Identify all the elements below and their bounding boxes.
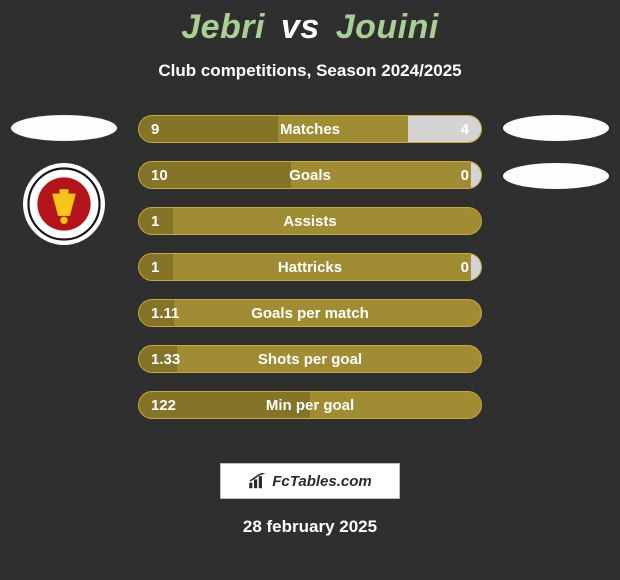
left-avatars [6,115,122,245]
right-avatars [498,115,614,189]
player2-avatar-placeholder [503,115,609,141]
stat-label: Matches [280,121,340,138]
branding-box: FcTables.com [220,463,400,499]
comparison-card: Jebri vs Jouini Club competitions, Seaso… [0,0,620,580]
bar-labels: 1.33 Shots per goal [139,346,481,372]
stat-row: 1.11 Goals per match [138,299,482,327]
stat-right-value: 0 [461,167,469,184]
player1-avatar-placeholder [11,115,117,141]
page-title: Jebri vs Jouini [0,8,620,47]
stat-left-value: 10 [151,167,168,184]
stat-label: Hattricks [278,259,342,276]
branding-text: FcTables.com [272,473,371,490]
stat-left-value: 9 [151,121,159,138]
vs-label: vs [281,8,320,46]
stat-row: 122 Min per goal [138,391,482,419]
esperance-badge-icon [27,167,101,241]
stat-label: Goals [289,167,331,184]
stat-row: 1 Hattricks 0 [138,253,482,281]
stat-row: 1 Assists [138,207,482,235]
stat-label: Min per goal [266,397,354,414]
stat-row: 1.33 Shots per goal [138,345,482,373]
bar-labels: 1 Assists [139,208,481,234]
player1-name: Jebri [181,8,265,46]
stat-right-value: 0 [461,259,469,276]
stat-row: 10 Goals 0 [138,161,482,189]
stat-label: Goals per match [251,305,369,322]
stat-left-value: 1 [151,259,159,276]
stat-bars: 9 Matches 4 10 Goals 0 1 Assists 1 Hattricks 0 1.11… [138,115,482,419]
date-label: 28 february 2025 [0,517,620,537]
bar-labels: 122 Min per goal [139,392,481,418]
bar-labels: 10 Goals 0 [139,162,481,188]
stat-left-value: 1.11 [151,305,179,322]
player1-club-badge [23,163,105,245]
chart-icon [248,473,268,489]
stat-row: 9 Matches 4 [138,115,482,143]
stat-left-value: 1 [151,213,159,230]
stat-label: Assists [283,213,336,230]
player2-club-placeholder [503,163,609,189]
comparison-area: 9 Matches 4 10 Goals 0 1 Assists 1 Hattricks 0 1.11… [0,115,620,435]
stat-left-value: 1.33 [151,351,180,368]
bar-labels: 9 Matches 4 [139,116,481,142]
bar-labels: 1.11 Goals per match [139,300,481,326]
player2-name: Jouini [336,8,439,46]
stat-label: Shots per goal [258,351,362,368]
stat-left-value: 122 [151,397,176,414]
bar-labels: 1 Hattricks 0 [139,254,481,280]
subtitle: Club competitions, Season 2024/2025 [0,61,620,81]
stat-right-value: 4 [461,121,469,138]
